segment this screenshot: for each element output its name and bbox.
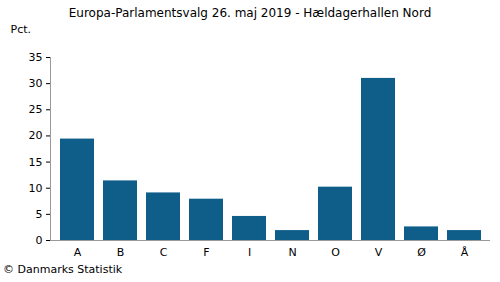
- svg-text:5: 5: [36, 208, 43, 221]
- svg-text:10: 10: [29, 182, 43, 195]
- svg-text:F: F: [203, 246, 209, 259]
- svg-text:I: I: [248, 246, 251, 259]
- svg-text:N: N: [288, 246, 296, 259]
- svg-text:35: 35: [29, 51, 43, 64]
- svg-text:Pct.: Pct.: [11, 23, 32, 36]
- svg-text:O: O: [331, 246, 340, 259]
- svg-text:Ø: Ø: [417, 246, 426, 259]
- svg-text:V: V: [375, 246, 383, 259]
- svg-text:15: 15: [29, 156, 43, 169]
- svg-text:A: A: [74, 246, 82, 259]
- svg-text:Å: Å: [461, 246, 469, 259]
- html-text:© Danmarks Statistik: © Danmarks Statistik: [3, 263, 123, 276]
- svg-text:30: 30: [29, 77, 43, 90]
- html-text:Europa-Parlamentsvalg 26. maj: Europa-Parlamentsvalg 26. maj 2019 - Hæl…: [68, 6, 432, 20]
- svg-text:C: C: [160, 246, 168, 259]
- svg-text:20: 20: [29, 129, 43, 142]
- svg-text:B: B: [117, 246, 125, 259]
- svg-text:25: 25: [29, 103, 43, 116]
- svg-text:0: 0: [36, 234, 43, 247]
